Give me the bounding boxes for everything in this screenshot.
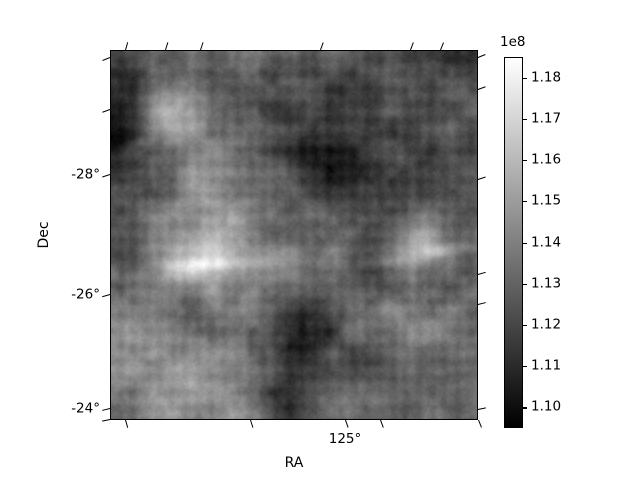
colorbar-tick: [523, 324, 527, 327]
y-axis-label: Dec: [36, 221, 52, 249]
axis-tick: [125, 42, 129, 51]
colorbar-tick-label: 1.16: [531, 151, 562, 168]
axis-tick: [125, 419, 129, 428]
colorbar-tick: [523, 201, 527, 203]
axis-tick: [165, 42, 169, 51]
colorbar-tick-label: 1.15: [531, 192, 562, 209]
colorbar-tick: [523, 407, 527, 409]
axis-tick: [102, 408, 111, 412]
colorbar-tick-label: 1.10: [531, 398, 562, 415]
y-tick-label: -24°: [71, 400, 100, 417]
axis-tick: [320, 42, 324, 51]
colorbar-tick-label: 1.11: [531, 357, 562, 374]
x-axis-label: RA: [284, 455, 304, 471]
colorbar-tick: [523, 366, 527, 368]
axis-tick: [102, 109, 111, 114]
axis-tick: [380, 419, 384, 428]
colorbar-tick-label: 1.13: [531, 274, 562, 291]
colorbar-tick-label: 1.18: [531, 68, 562, 85]
colorbar-tick-label: 1.17: [531, 110, 562, 127]
axis-tick: [478, 419, 483, 428]
colorbar-offset-text: 1e8: [500, 34, 526, 50]
colorbar-tick: [523, 160, 527, 162]
y-tick-label: -26°: [71, 286, 100, 303]
x-tick-label: 125°: [328, 431, 362, 447]
colorbar-tick: [523, 242, 527, 244]
axis-tick: [250, 419, 254, 428]
colorbar-tick-label: 1.12: [531, 316, 562, 333]
sky-map-axes[interactable]: [110, 50, 478, 420]
axis-tick: [102, 174, 111, 179]
sky-image: [111, 51, 477, 419]
axis-tick: [477, 272, 486, 276]
colorbar-gradient: [504, 57, 523, 428]
axis-tick: [477, 54, 486, 59]
colorbar[interactable]: 1.18 1.17 1.16 1.15 1.14 1.13 1.12 1.11 1.10: [504, 57, 561, 428]
axis-tick: [477, 86, 486, 91]
axis-tick: [200, 42, 204, 51]
axis-tick: [477, 407, 486, 411]
axis-tick: [102, 419, 111, 423]
colorbar-tick: [523, 283, 527, 285]
y-tick-label: -28°: [71, 166, 100, 183]
colorbar-tick: [523, 77, 527, 79]
axis-tick: [345, 419, 349, 428]
colorbar-tick-label: 1.14: [531, 233, 562, 250]
axis-tick: [477, 302, 486, 306]
axis-tick: [102, 294, 111, 298]
colorbar-tick: [523, 118, 527, 121]
axis-tick: [477, 176, 486, 181]
